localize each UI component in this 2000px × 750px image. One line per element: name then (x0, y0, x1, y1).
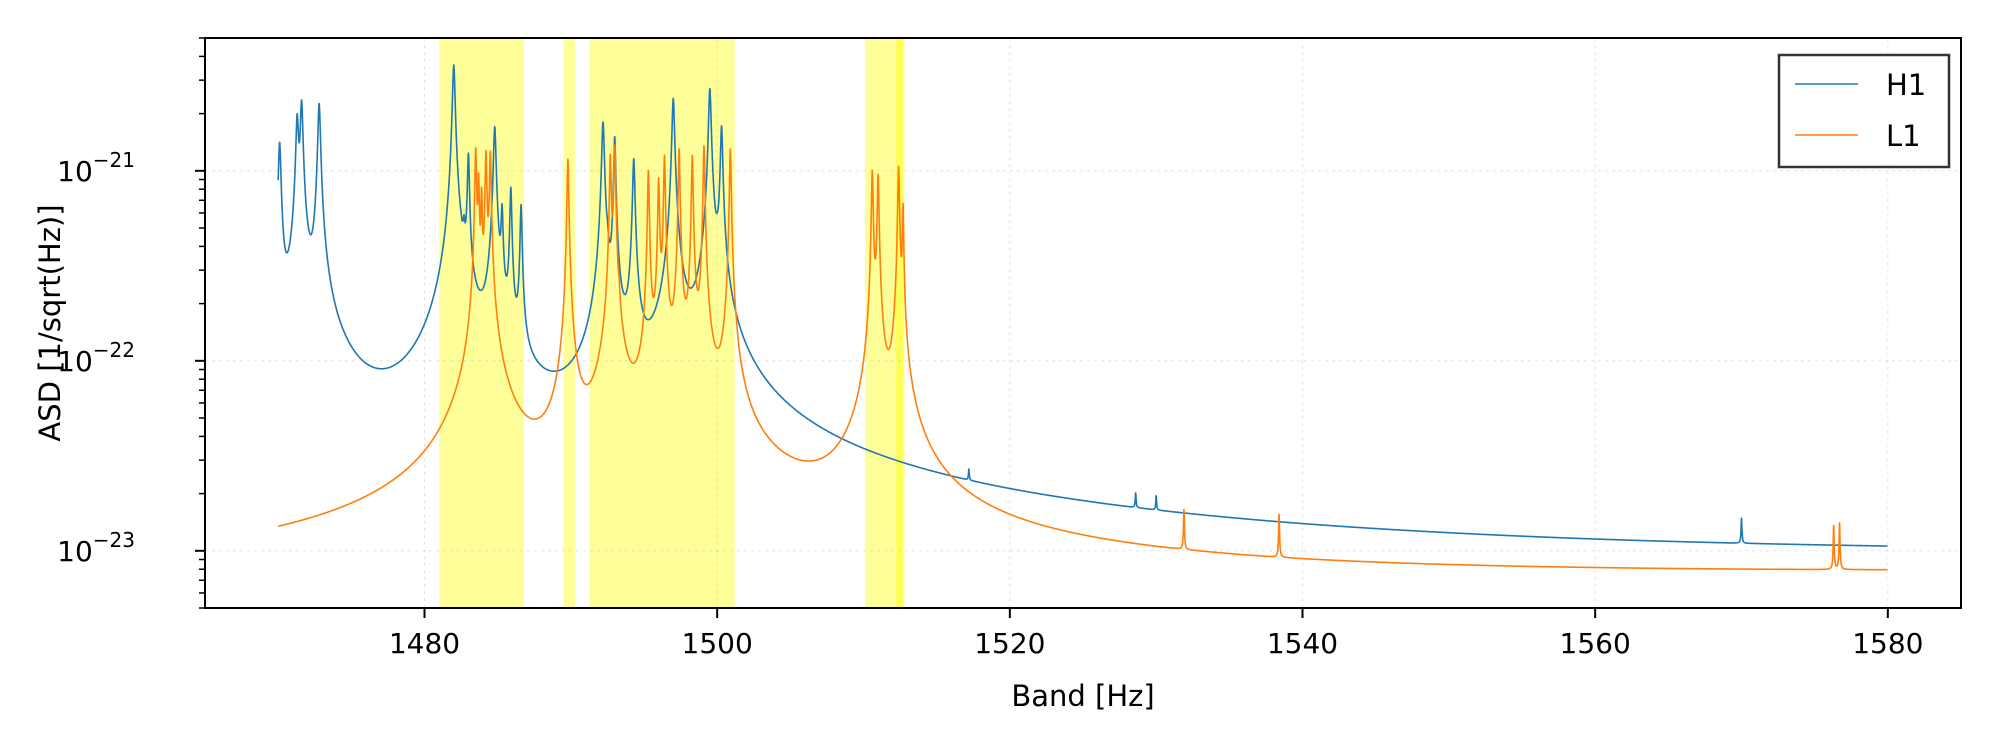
y-axis-label: ASD [1/sqrt(Hz)] (33, 204, 67, 441)
legend-box (1777, 53, 1951, 169)
highlight-band (589, 38, 735, 608)
y-axis-ticks: 10−23 10−22 10−21 (57, 37, 205, 609)
legend: H1 L1 (1777, 53, 1951, 169)
x-tick-label: 1540 (1267, 627, 1338, 660)
y-tick-label: 10−21 (57, 148, 135, 188)
highlight-band (864, 38, 905, 608)
series-line-l1 (277, 144, 1888, 571)
grid-lines (205, 38, 1961, 608)
x-tick-label: 1520 (974, 627, 1045, 660)
legend-label-l1: L1 (1886, 119, 1921, 153)
highlight-band (439, 38, 525, 608)
y-tick-label: 10−22 (57, 338, 135, 378)
highlight-band (895, 38, 904, 608)
legend-label-h1: H1 (1886, 68, 1926, 102)
series-lines (277, 64, 1888, 571)
x-tick-label: 1580 (1852, 627, 1923, 660)
highlight-band (563, 38, 576, 608)
x-tick-label: 1500 (682, 627, 753, 660)
plot-frame (204, 37, 1962, 609)
x-tick-label: 1560 (1560, 627, 1631, 660)
series-line-h1 (277, 64, 1888, 547)
y-tick-label: 10−23 (57, 528, 135, 568)
x-axis-ticks: 1480 1500 1520 1540 1560 1580 (389, 608, 1923, 660)
x-axis-label: Band [Hz] (1011, 679, 1154, 713)
x-tick-label: 1480 (389, 627, 460, 660)
